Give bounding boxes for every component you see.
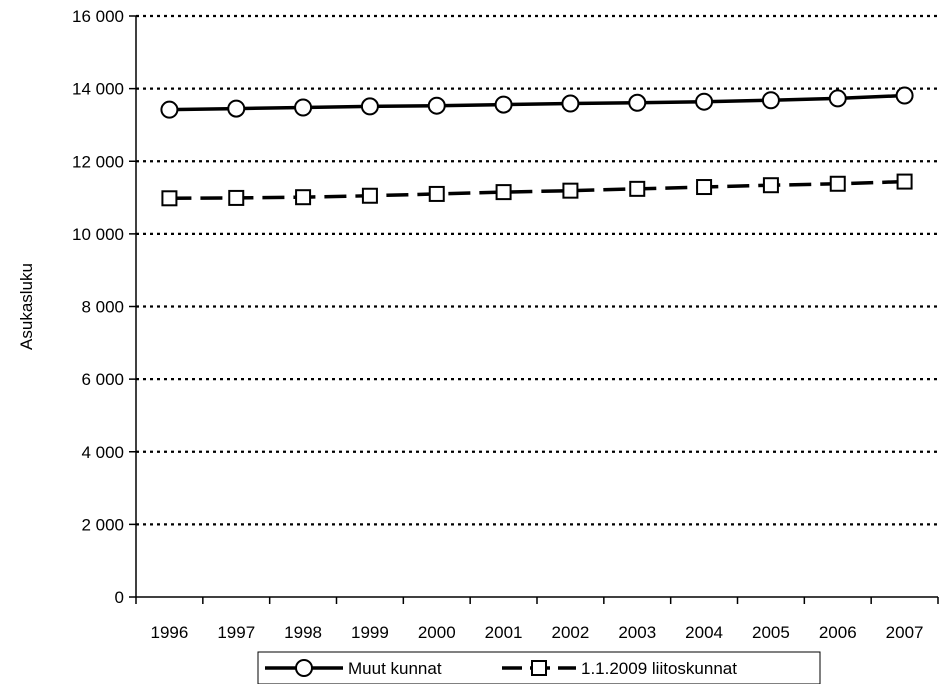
- legend: Muut kunnat 1.1.2009 liitoskunnat: [257, 651, 821, 684]
- data-point: [761, 91, 780, 110]
- x-tick-label: 2001: [485, 623, 523, 642]
- x-tick-label: 2007: [886, 623, 924, 642]
- x-tick-label: 2002: [552, 623, 590, 642]
- data-point: [562, 182, 579, 199]
- legend-item-liitoskunnat: 1.1.2009 liitoskunnat: [502, 659, 737, 678]
- data-point: [896, 173, 913, 190]
- series-line: [169, 179, 905, 201]
- x-tick-label: 1997: [217, 623, 255, 642]
- x-tick-label: 2003: [618, 623, 656, 642]
- x-tick-label: 1998: [284, 623, 322, 642]
- data-point: [361, 187, 378, 204]
- gridlines: [136, 14, 938, 526]
- data-point: [360, 97, 379, 116]
- y-axis-title: Asukasluku: [17, 263, 36, 350]
- data-point: [561, 94, 580, 113]
- y-tick-label: 2 000: [81, 515, 124, 534]
- x-tick-label: 1996: [151, 623, 189, 642]
- y-tick-label: 12 000: [72, 152, 124, 171]
- data-point: [829, 175, 846, 192]
- y-tick-label: 4 000: [81, 443, 124, 462]
- data-point: [228, 189, 245, 206]
- data-point: [762, 177, 779, 194]
- data-point: [828, 89, 847, 108]
- legend-marker-circle: [295, 659, 313, 677]
- x-tick-label: 2004: [685, 623, 723, 642]
- x-tick-label: 2000: [418, 623, 456, 642]
- data-point: [495, 184, 512, 201]
- series: [160, 86, 914, 207]
- data-point: [295, 189, 312, 206]
- y-tick-labels: 0 2 000 4 000 6 000 8 000 10 000 12 000 14 000 1…: [72, 7, 136, 607]
- series-muut-kunnat: [160, 86, 914, 119]
- x-tick-label: 2005: [752, 623, 790, 642]
- y-tick-label: 8 000: [81, 298, 124, 317]
- data-point: [427, 96, 446, 115]
- data-point: [628, 93, 647, 112]
- data-point: [294, 98, 313, 117]
- y-tick-label: 6 000: [81, 370, 124, 389]
- x-tick-label: 1999: [351, 623, 389, 642]
- legend-marker-square: [531, 660, 547, 676]
- data-point: [161, 190, 178, 207]
- x-tick-labels: 1996 1997 1998 1999 2000 2001 2002 2003 2004 2005…: [135, 597, 939, 642]
- legend-label-muut-kunnat: Muut kunnat: [348, 659, 442, 678]
- data-point: [160, 100, 179, 119]
- data-point: [227, 99, 246, 118]
- y-tick-label: 0: [115, 588, 124, 607]
- y-tick-label: 10 000: [72, 225, 124, 244]
- series-liitoskunnat: [161, 173, 913, 207]
- x-tick-label: 2006: [819, 623, 857, 642]
- legend-label-liitoskunnat: 1.1.2009 liitoskunnat: [581, 659, 737, 678]
- data-point: [629, 180, 646, 197]
- data-point: [696, 179, 713, 196]
- data-point: [494, 95, 513, 114]
- data-point: [428, 185, 445, 202]
- y-tick-label: 14 000: [72, 80, 124, 99]
- data-point: [895, 86, 914, 105]
- data-point: [695, 92, 714, 111]
- y-tick-label: 16 000: [72, 7, 124, 26]
- legend-item-muut-kunnat: Muut kunnat: [265, 659, 442, 678]
- series-line: [169, 93, 905, 112]
